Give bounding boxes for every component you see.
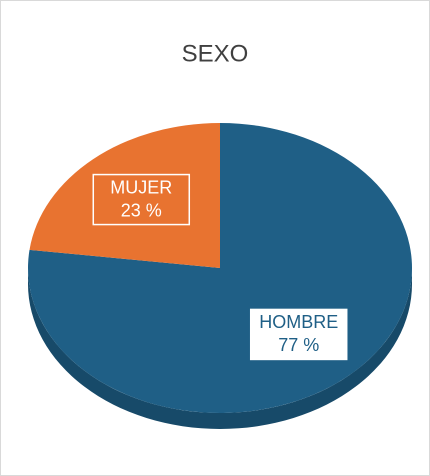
category-label: MUJER <box>110 177 172 197</box>
data-label-box <box>92 173 191 226</box>
data-label: 23 % <box>121 200 162 220</box>
pie: HOMBRE 77 % MUJER 23 % <box>27 123 412 429</box>
category-label: HOMBRE <box>259 312 338 332</box>
chart-title: SEXO <box>182 40 249 67</box>
data-label-box <box>249 308 348 361</box>
data-label: 77 % <box>278 335 319 355</box>
